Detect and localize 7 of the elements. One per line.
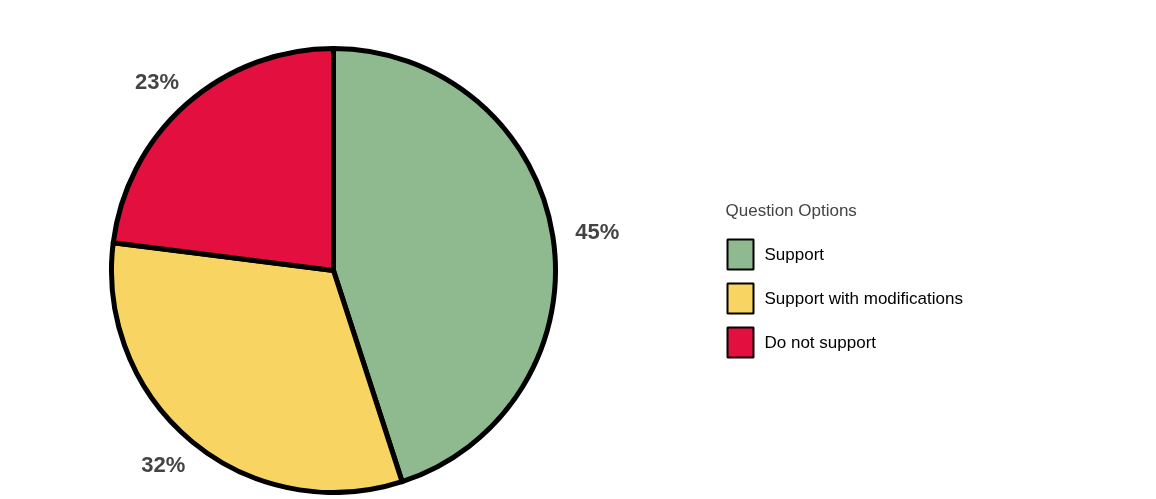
legend-label: Support [764, 245, 825, 264]
legend-label: Support with modifications [764, 289, 963, 308]
data-label: 32% [141, 452, 186, 478]
data-label: 23% [134, 68, 179, 94]
legend-title: Question Options [725, 201, 857, 220]
legend-label: Do not support [764, 333, 877, 352]
data-label: 45% [575, 218, 620, 244]
